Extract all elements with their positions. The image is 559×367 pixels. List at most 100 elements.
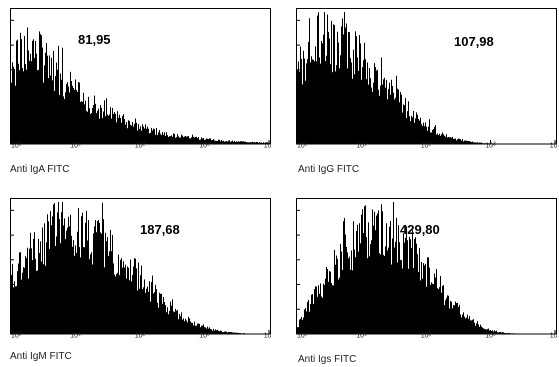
histogram-bin bbox=[450, 300, 451, 334]
histogram-bin bbox=[173, 133, 174, 144]
histogram-bin bbox=[168, 314, 169, 334]
histogram-bin bbox=[361, 214, 362, 334]
histogram-bars bbox=[11, 202, 257, 334]
histogram-bin bbox=[497, 332, 498, 334]
histogram-bin bbox=[95, 103, 96, 144]
histogram-bin bbox=[136, 122, 137, 144]
histogram-bin bbox=[14, 68, 15, 144]
histogram-bin bbox=[126, 122, 127, 144]
histogram-bin bbox=[200, 327, 201, 334]
histogram-bin bbox=[67, 82, 68, 144]
histogram-bin bbox=[433, 284, 434, 334]
histogram-bin bbox=[26, 258, 27, 334]
histogram-bin bbox=[159, 292, 160, 334]
histogram-bin bbox=[432, 129, 433, 144]
histogram-bin bbox=[410, 121, 411, 144]
histogram-bin bbox=[374, 211, 375, 334]
histogram-bin bbox=[241, 333, 242, 334]
histogram-bin bbox=[85, 222, 86, 334]
histogram-bin bbox=[25, 64, 26, 144]
histogram-bin bbox=[472, 141, 473, 144]
histogram-bin bbox=[472, 319, 473, 334]
histogram-bin bbox=[311, 294, 312, 334]
histogram-bin bbox=[314, 289, 315, 334]
histogram-bin bbox=[231, 141, 232, 144]
x-tick-label: 100 bbox=[297, 142, 308, 149]
histogram-bin bbox=[120, 259, 121, 334]
histogram-bin bbox=[368, 222, 369, 334]
histogram-bin bbox=[18, 63, 19, 144]
histogram-bin bbox=[265, 142, 266, 144]
histogram-bin bbox=[98, 219, 99, 334]
histogram-bin bbox=[352, 78, 353, 144]
histogram-bin bbox=[55, 76, 56, 144]
histogram-bin bbox=[397, 88, 398, 144]
histogram-bin bbox=[444, 135, 445, 144]
histogram-bin bbox=[242, 333, 243, 334]
histogram-bin bbox=[49, 248, 50, 334]
histogram-bin bbox=[329, 271, 330, 334]
histogram-bin bbox=[193, 325, 194, 334]
histogram-bin bbox=[202, 325, 203, 334]
histogram-bin bbox=[423, 263, 424, 334]
histogram-bin bbox=[97, 110, 98, 144]
histogram-bars bbox=[297, 12, 501, 145]
histogram-bin bbox=[385, 246, 386, 334]
histogram-bin bbox=[334, 249, 335, 334]
histogram-bin bbox=[60, 243, 61, 334]
x-tick-label: 100 bbox=[11, 332, 22, 339]
histogram-bin bbox=[351, 62, 352, 144]
histogram-bin bbox=[133, 266, 134, 334]
histogram-bin bbox=[395, 97, 396, 144]
histogram-bin bbox=[213, 139, 214, 144]
histogram-bin bbox=[237, 332, 238, 334]
histogram-bin bbox=[184, 136, 185, 144]
histogram-bin bbox=[261, 142, 262, 144]
histogram-bin bbox=[407, 240, 408, 334]
histogram-bin bbox=[110, 230, 111, 334]
histogram-bin bbox=[134, 123, 135, 144]
histogram-bin bbox=[499, 332, 500, 334]
histogram-bin bbox=[438, 135, 439, 144]
histogram-bin bbox=[68, 216, 69, 334]
histogram-bin bbox=[457, 302, 458, 334]
x-tick-label: 100 bbox=[297, 332, 308, 339]
histogram-bin bbox=[51, 225, 52, 334]
histogram-bin bbox=[110, 107, 111, 144]
histogram-bin bbox=[367, 62, 368, 145]
histogram-bin bbox=[109, 114, 110, 144]
histogram-bin bbox=[441, 134, 442, 144]
histogram-bin bbox=[234, 140, 235, 144]
histogram-bin bbox=[57, 69, 58, 144]
histogram-bin bbox=[324, 12, 325, 144]
histogram-igm: 100 101 102 103 104 bbox=[10, 198, 271, 339]
histogram-bin bbox=[135, 118, 136, 144]
histogram-bin bbox=[509, 333, 510, 334]
histogram-bin bbox=[222, 141, 223, 144]
histogram-bin bbox=[325, 60, 326, 144]
histogram-bin bbox=[186, 136, 187, 144]
histogram-bin bbox=[303, 317, 304, 334]
histogram-bin bbox=[96, 232, 97, 334]
histogram-bin bbox=[172, 299, 173, 334]
histogram-bin bbox=[90, 254, 91, 334]
histogram-bin bbox=[157, 302, 158, 334]
histogram-bin bbox=[79, 82, 80, 144]
histogram-bin bbox=[105, 116, 106, 144]
x-tick-label: 100 bbox=[11, 142, 22, 149]
histogram-bin bbox=[386, 79, 387, 144]
histogram-bin bbox=[408, 268, 409, 334]
histogram-bin bbox=[131, 125, 132, 144]
histogram-bin bbox=[197, 138, 198, 144]
histogram-bin bbox=[342, 269, 343, 334]
histogram-bin bbox=[22, 68, 23, 144]
histogram-bin bbox=[178, 136, 179, 144]
histogram-bin bbox=[17, 39, 18, 144]
histogram-bin bbox=[338, 42, 339, 144]
histogram-bin bbox=[484, 143, 485, 144]
histogram-bin bbox=[66, 230, 67, 334]
histogram-bin bbox=[113, 263, 114, 334]
histogram-bin bbox=[371, 240, 372, 334]
histogram-bin bbox=[39, 31, 40, 144]
histogram-bin bbox=[211, 140, 212, 144]
